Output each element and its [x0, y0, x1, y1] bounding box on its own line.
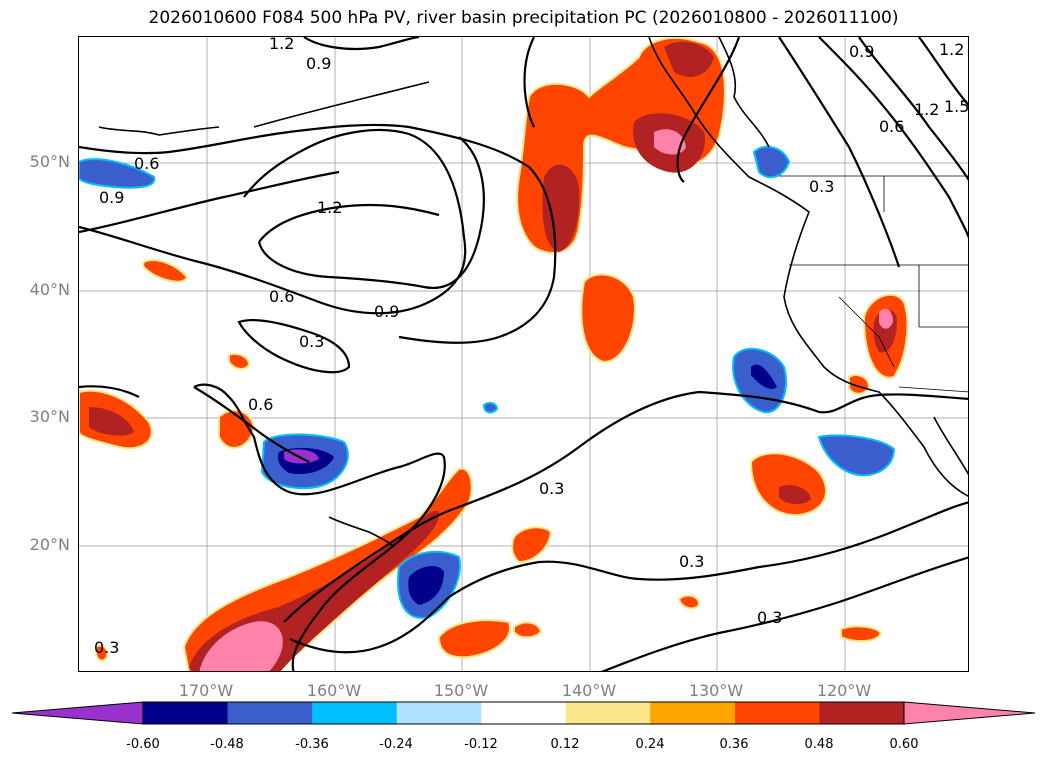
colorbar-segment [481, 702, 567, 724]
contour-label: 0.6 [269, 287, 294, 306]
coastlines [98, 37, 968, 548]
contour-label: 0.9 [99, 188, 124, 207]
contour-label: 1.2 [914, 100, 939, 119]
colorbar-tick: 0.36 [719, 737, 749, 752]
borders [779, 175, 968, 393]
colorbar-tick: 0.60 [889, 737, 919, 752]
colorbar-segment [565, 702, 651, 724]
colorbar-outline [142, 701, 905, 725]
colorbar-segments [143, 702, 905, 724]
lat-label-20n: 20°N [29, 535, 70, 554]
contour-label: 0.6 [134, 154, 159, 173]
colorbar-segment [396, 702, 482, 724]
lon-label-150w: 150°W [433, 681, 489, 700]
colorbar-segment [227, 702, 313, 724]
colorbar-tick: 0.48 [804, 737, 834, 752]
colorbar-segment [312, 702, 398, 724]
precip-negative-areas [79, 145, 896, 619]
colorbar-segment [819, 702, 905, 724]
map-panel: 1.2 0.9 0.6 0.9 1.2 0.6 0.9 0.3 0.6 0.3 … [78, 36, 969, 672]
contour-label: 0.6 [248, 395, 273, 414]
contour-label: 0.9 [374, 302, 399, 321]
contour-label: 0.3 [757, 608, 782, 627]
colorbar-segment [650, 702, 736, 724]
colorbar-segment [143, 702, 229, 724]
colorbar-tick: 0.24 [635, 737, 665, 752]
lon-label-130w: 130°W [688, 681, 744, 700]
lon-label-120w: 120°W [816, 681, 872, 700]
colorbar-extend-left [11, 701, 144, 725]
contour-label: 1.2 [269, 37, 294, 53]
contour-label: 0.3 [679, 552, 704, 571]
lat-label-40n: 40°N [29, 280, 70, 299]
lon-label-170w: 170°W [178, 681, 234, 700]
contour-label: 1.2 [939, 40, 964, 59]
contour-label: 0.9 [849, 42, 874, 61]
contour-label: 0.3 [94, 638, 119, 657]
lat-label-50n: 50°N [29, 152, 70, 171]
map-title: 2026010600 F084 500 hPa PV, river basin … [148, 8, 899, 28]
contour-label: 1.2 [317, 198, 342, 217]
colorbar-tick: -0.24 [379, 737, 413, 752]
contour-label: 0.6 [879, 117, 904, 136]
colorbar-tick: 0.12 [550, 737, 580, 752]
lon-label-160w: 160°W [306, 681, 362, 700]
precip-positive-areas [79, 37, 909, 671]
lat-label-30n: 30°N [29, 407, 70, 426]
colorbar-tick: -0.36 [295, 737, 329, 752]
pv-contours [79, 37, 968, 671]
colorbar-segment [734, 702, 820, 724]
contour-label: 0.9 [306, 54, 331, 73]
map-canvas: 1.2 0.9 0.6 0.9 1.2 0.6 0.9 0.3 0.6 0.3 … [79, 37, 969, 671]
colorbar-extend-right [903, 701, 1036, 725]
contour-label: 0.3 [539, 479, 564, 498]
contour-label: 1.5 [944, 97, 969, 116]
colorbar-tick: -0.60 [126, 737, 160, 752]
colorbar-tick: -0.12 [464, 737, 498, 752]
colorbar-tick: -0.48 [210, 737, 244, 752]
contour-label: 0.3 [299, 332, 324, 351]
contour-label: 0.3 [809, 177, 834, 196]
contour-labels: 1.2 0.9 0.6 0.9 1.2 0.6 0.9 0.3 0.6 0.3 … [94, 37, 969, 657]
colorbar [11, 701, 1036, 725]
lon-label-140w: 140°W [561, 681, 617, 700]
